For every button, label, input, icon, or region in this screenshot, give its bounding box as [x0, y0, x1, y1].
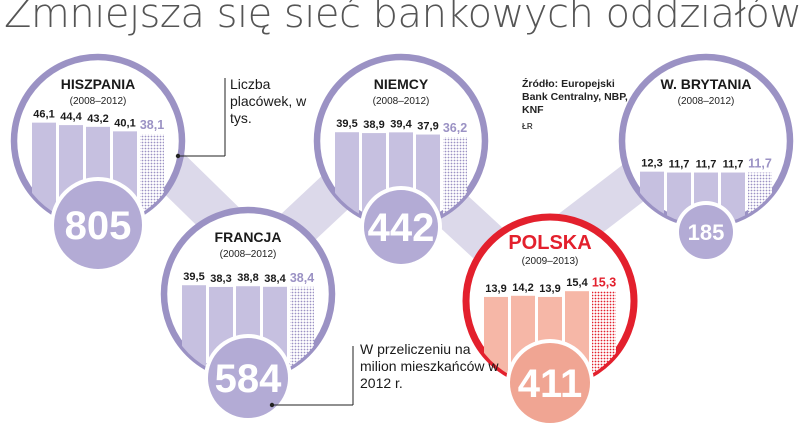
bar-label-4: 11,7 — [748, 157, 772, 171]
per-capita-value: 584 — [215, 357, 282, 401]
headline: Zmniejsza się sieć bankowych oddziałów — [4, 0, 802, 37]
bar-label-1: 38,3 — [210, 273, 231, 285]
bar-label-1: 14,2 — [512, 282, 533, 294]
bar-label-3: 38,4 — [264, 273, 286, 285]
bar-label-0: 39,5 — [336, 118, 357, 130]
bar-label-3: 37,9 — [417, 121, 438, 133]
per-capita-circle — [208, 338, 288, 418]
bar-label-2: 38,8 — [237, 272, 258, 284]
panel-title: NIEMCY — [374, 76, 429, 92]
panel-period: (2008–2012) — [678, 96, 735, 107]
per-capita-note: W przeliczeniu na milion mieszkańców w 2… — [360, 341, 499, 391]
leader-pc-dot — [269, 402, 275, 408]
bar-label-1: 11,7 — [669, 159, 690, 171]
panel-francja: FRANCJA (2008–2012) 39,5 38,3 38,8 38,4 38,4 58… — [160, 206, 336, 422]
panel-hiszpania: HISZPANIA (2008–2012) 46,1 44,4 43,2 40,1 38,1… — [10, 53, 186, 273]
per-capita-value: 442 — [368, 206, 435, 250]
per-capita-circle — [364, 190, 438, 264]
bar-label-3: 11,7 — [723, 159, 744, 171]
panel-period: (2008–2012) — [70, 96, 127, 107]
bar-label-2: 11,7 — [696, 159, 717, 171]
bar-label-2: 43,2 — [87, 113, 108, 125]
panel-title: W. BRYTANIA — [661, 76, 752, 92]
source-credit: ŁR — [522, 122, 533, 131]
per-capita-value: 805 — [65, 204, 132, 248]
bar-label-0: 46,1 — [33, 109, 54, 121]
leader-unit-dot — [175, 153, 181, 159]
bar-label-1: 44,4 — [60, 111, 82, 123]
bar-label-0: 13,9 — [485, 283, 506, 295]
panel-title: FRANCJA — [215, 229, 282, 245]
bar-label-4: 36,2 — [443, 121, 467, 135]
per-capita-circle — [510, 343, 590, 423]
bar-label-4: 38,1 — [140, 118, 164, 132]
bar-0 — [335, 132, 359, 225]
panel-title: HISZPANIA — [61, 76, 135, 92]
per-capita-value: 411 — [518, 362, 583, 406]
panel-period: (2008–2012) — [373, 96, 430, 107]
panel-niemcy: NIEMCY (2008–2012) 39,5 38,9 39,4 37,9 36,2 442 — [313, 53, 489, 268]
per-capita-circle — [54, 181, 142, 269]
bar-label-0: 12,3 — [641, 158, 662, 170]
bar-4 — [592, 291, 616, 385]
bar-label-0: 39,5 — [183, 271, 204, 283]
leader-lines — [175, 78, 354, 408]
bar-label-1: 38,9 — [363, 119, 384, 131]
per-capita-circle — [679, 205, 733, 259]
bar-label-2: 39,4 — [390, 118, 412, 130]
bar-0 — [640, 171, 664, 225]
bar-label-2: 13,9 — [539, 283, 560, 295]
bar-label-3: 40,1 — [114, 117, 135, 129]
bar-label-3: 15,4 — [566, 277, 588, 289]
bar-4 — [748, 172, 772, 225]
panel-period: (2009–2013) — [522, 256, 579, 267]
panel-title: POLSKA — [508, 232, 591, 254]
bar-label-4: 15,3 — [592, 276, 616, 290]
panel-period: (2008–2012) — [220, 249, 277, 260]
bar-4 — [290, 286, 314, 378]
panel-polska: POLSKA (2009–2013) 13,9 14,2 13,9 15,4 15,3 411 — [462, 213, 638, 427]
bar-0 — [182, 285, 206, 378]
bar-label-4: 38,4 — [290, 271, 314, 285]
unit-note: Liczba placówek, w tys. — [230, 76, 307, 126]
panel-w-brytania: W. BRYTANIA (2008–2012) 12,3 11,7 11,7 11,7 11… — [618, 53, 794, 263]
per-capita-value: 185 — [688, 220, 725, 245]
source-note: Źródło: Europejski Bank Centralny, NBP, … — [522, 78, 628, 116]
